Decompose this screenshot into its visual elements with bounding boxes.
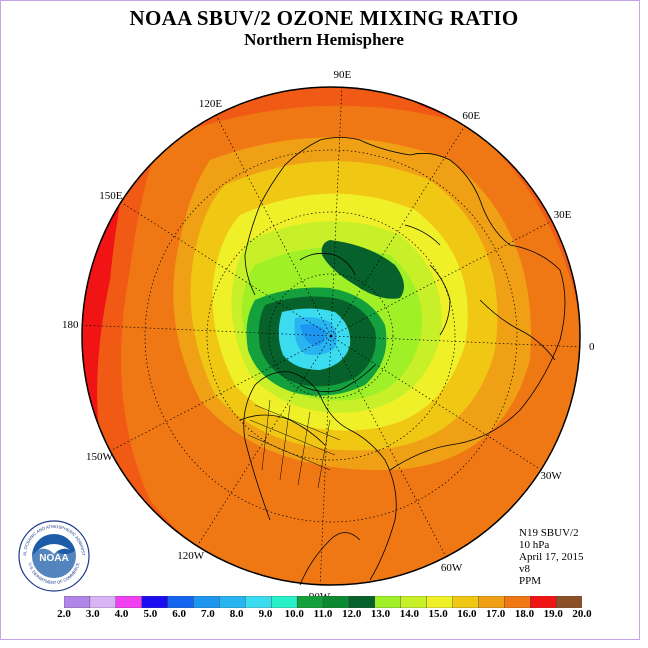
units-label: PPM — [519, 575, 542, 587]
colorbar-swatch — [167, 596, 194, 608]
latitude-circle-50 — [206, 211, 456, 461]
colorbar-labels: 2.0 3.0 4.0 5.0 6.0 7.0 8.0 9.0 10.0 11.0 12.0 13.0… — [0, 608, 648, 622]
colorbar-tick-label: 18.0 — [514, 608, 535, 620]
ozone-band-10b — [321, 240, 404, 299]
longitude-label: 60E — [462, 109, 481, 122]
colorbar-swatch — [89, 596, 117, 608]
map-title: NOAA SBUV/2 OZONE MIXING RATIO — [129, 6, 519, 30]
meridian-line — [196, 335, 332, 547]
colorbar-swatch — [400, 596, 428, 608]
colorbar-tick-label: 16.0 — [457, 608, 477, 620]
graticule — [82, 87, 580, 585]
colorbar-tick-label: 14.0 — [399, 608, 419, 620]
longitude-label: 150E — [99, 189, 123, 202]
colorbar-swatch — [219, 596, 246, 608]
colorbar-swatch — [64, 596, 91, 608]
logo-disc — [32, 534, 76, 578]
longitude-label: 120W — [177, 550, 205, 563]
coastlines — [239, 137, 566, 586]
colorbar-swatch — [478, 596, 505, 608]
meridian-line — [330, 335, 542, 471]
longitude-label: 90E — [333, 69, 352, 82]
colorbar-swatch — [270, 596, 298, 608]
logo-wave — [32, 547, 76, 578]
colorbar-swatch — [504, 596, 531, 608]
latitude-circle-30 — [144, 149, 518, 523]
pressure-level-label: 10 hPa — [519, 539, 550, 551]
state-boundaries — [247, 399, 341, 489]
colorbar-tick-label: 13.0 — [370, 608, 391, 620]
instrument-label: N19 SBUV/2 — [519, 527, 579, 539]
colorbar-swatch — [245, 596, 272, 608]
meridian-line — [330, 220, 553, 337]
colorbar-tick-label: 8.0 — [229, 608, 244, 620]
meridian-line — [109, 335, 332, 452]
colorbar-swatch — [426, 596, 454, 608]
meridian-line — [330, 87, 343, 337]
meridian-line — [330, 335, 447, 558]
ozone-band-6 — [300, 324, 326, 346]
longitude-label: 30W — [540, 470, 562, 483]
logo-bird-icon — [38, 544, 70, 554]
meridian-line — [215, 114, 332, 337]
noaa-logo: NOAA NATIONAL OCEANIC AND ATMOSPHERIC AD… — [18, 520, 90, 592]
longitude-label: 120E — [198, 98, 223, 111]
colorbar-swatch — [530, 596, 557, 608]
map-border — [81, 86, 581, 586]
map-subtitle: Northern Hemisphere — [244, 30, 404, 49]
info-block: N19 SBUV/2 10 hPa April 17, 2015 v8 PPM — [519, 527, 583, 587]
logo-center-text: NOAA — [39, 553, 68, 564]
colorbar-tick-label: 12.0 — [342, 608, 362, 620]
colorbar-swatch — [193, 596, 220, 608]
colorbar-tick-label: 9.0 — [258, 608, 273, 620]
longitude-label: 0 — [589, 341, 595, 354]
date-label: April 17, 2015 — [519, 551, 584, 563]
colorbar-swatch — [322, 596, 350, 608]
colorbar-swatch — [452, 596, 479, 608]
meridian-line — [330, 335, 580, 348]
colorbar-swatch — [555, 596, 582, 608]
colorbar-tick-label: 2.0 — [57, 608, 71, 620]
colorbar-tick-label: 6.0 — [172, 608, 186, 620]
colorbar-tick-label: 17.0 — [486, 608, 506, 620]
meridian-line — [319, 335, 332, 585]
colorbar-swatch — [115, 596, 143, 608]
colorbar-tick-label: 11.0 — [313, 608, 333, 620]
colorbar-tick-label: 4.0 — [114, 608, 129, 620]
version-label: v8 — [519, 563, 530, 575]
colorbar — [64, 596, 582, 608]
colorbar-tick-label: 5.0 — [143, 608, 158, 620]
colorbar-swatch — [374, 596, 402, 608]
colorbar-swatch — [141, 596, 169, 608]
colorbar-tick-label: 3.0 — [85, 608, 100, 620]
meridian-line — [330, 125, 466, 337]
longitude-label: 30E — [553, 209, 572, 222]
colorbar-tick-label: 7.0 — [201, 608, 215, 620]
longitude-label: 60W — [440, 561, 463, 574]
colorbar-swatch — [296, 596, 324, 608]
colorbar-tick-label: 20.0 — [572, 608, 592, 620]
colorbar-tick-label: 10.0 — [284, 608, 304, 620]
latitude-circle-70 — [268, 273, 394, 399]
longitude-label: 150W — [86, 450, 113, 463]
colorbar-tick-label: 15.0 — [428, 608, 448, 620]
figure-frame — [0, 0, 640, 640]
colorbar-tick-label: 19.0 — [543, 608, 563, 620]
meridian-line — [82, 324, 332, 337]
meridian-line — [120, 201, 332, 337]
colorbar-swatch — [348, 596, 376, 608]
ozone-field — [82, 87, 580, 585]
longitude-label: 180 — [61, 318, 79, 331]
